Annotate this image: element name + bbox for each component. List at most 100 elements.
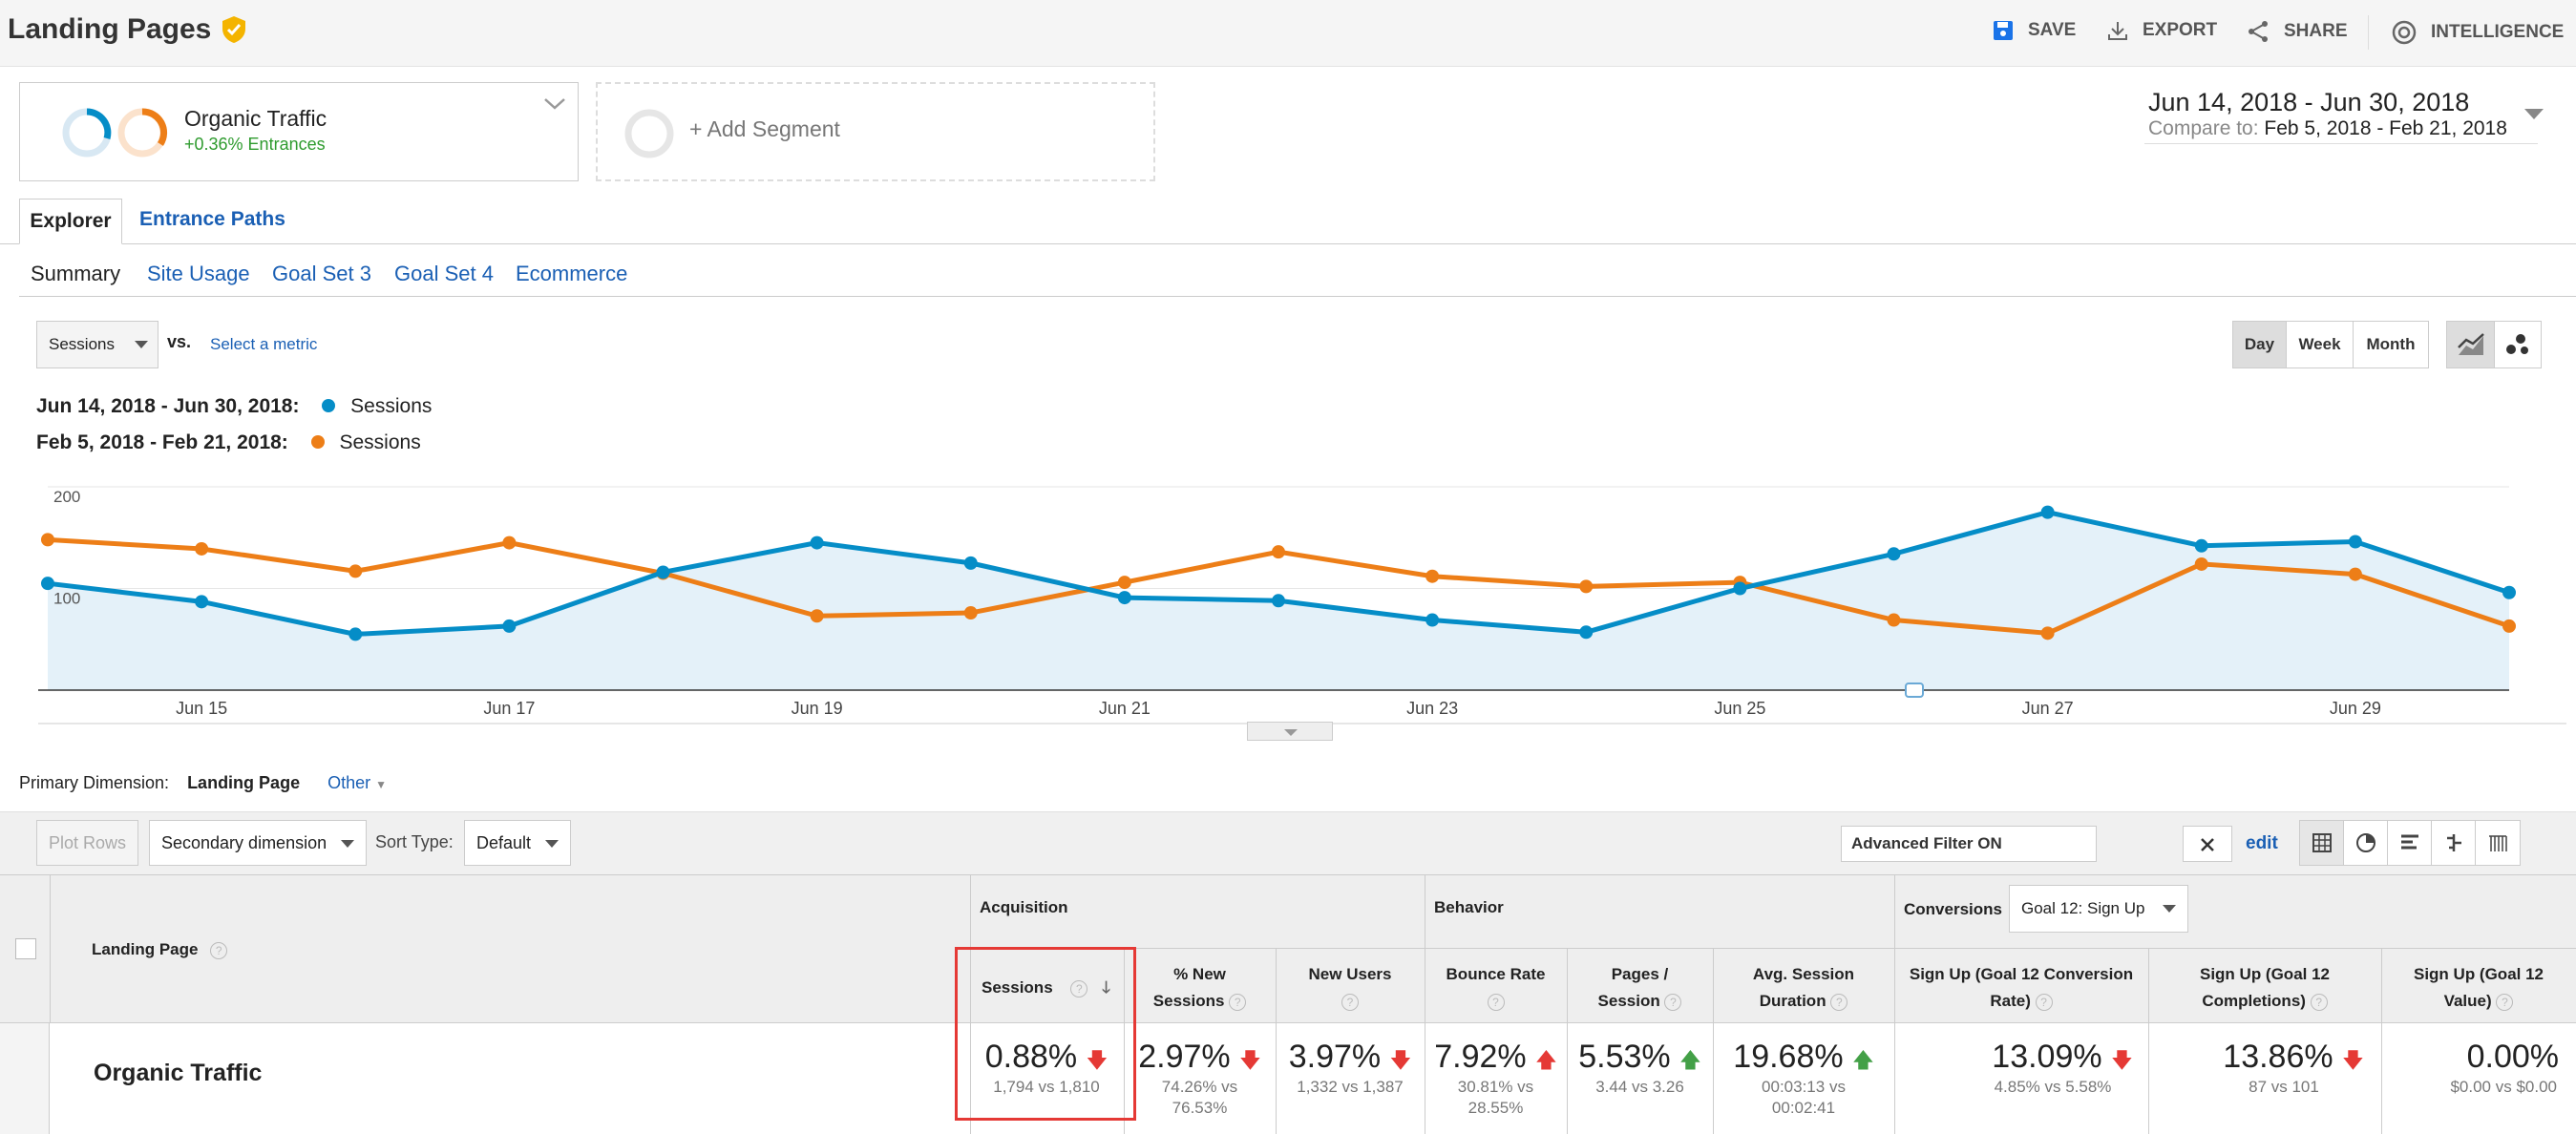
compare-range[interactable]: Compare to: Feb 5, 2018 - Feb 21, 2018 [2148,117,2507,140]
new-users-change: 3.97% 🡇 [1276,1039,1425,1081]
intelligence-icon [2391,19,2418,46]
down-arrow-icon: 🡇 [1239,1048,1261,1072]
pie-view-button[interactable] [2344,821,2388,865]
col-goal-value-label-1: Sign Up (Goal 12 [2413,965,2544,983]
subtab-goal-set-4[interactable]: Goal Set 4 [394,262,494,285]
add-segment-button[interactable]: + Add Segment [596,82,1155,181]
col-divider [1713,1023,1714,1134]
chart-resize-handle[interactable] [1247,722,1333,741]
help-icon[interactable]: ? [2496,993,2514,1011]
page-title-text: Landing Pages [8,13,212,45]
col-completions[interactable]: Sign Up (Goal 12 Completions) ? [2148,961,2381,1015]
plot-rows-button[interactable]: Plot Rows [36,820,139,866]
data-point-compare [41,533,54,547]
col-landing-page[interactable]: Landing Page ? [92,936,228,963]
line-chart-icon [2457,332,2485,357]
data-point-compare [963,606,978,620]
col-divider [1567,948,1568,1024]
subtab-ecommerce[interactable]: Ecommerce [516,262,628,285]
sort-type-value: Default [476,833,532,852]
col-new-sessions-label-2: Sessions [1152,992,1225,1010]
help-icon[interactable]: ? [1070,979,1088,998]
conversion-rate-change: 13.09% 🡇 [1976,1039,2148,1081]
data-point-compare [502,536,517,550]
conversion-rate-change-value: 13.09% [1992,1039,2102,1075]
secondary-dimension-select[interactable]: Secondary dimension [149,820,367,866]
bounce-rate-detail-1: 30.81% vs [1457,1078,1534,1096]
help-icon[interactable]: ? [1487,993,1505,1011]
data-point-compare [2348,567,2362,581]
avg-duration-change: 19.68% 🡅 [1713,1039,1894,1081]
segment-donut-blue-icon [60,106,114,159]
col-divider [1894,875,1895,1024]
col-pages-session[interactable]: Pages / Session ? [1567,961,1713,1015]
pages-session-detail: 3.44 vs 3.26 [1595,1078,1684,1096]
legend-current-metric: Sessions [350,395,433,417]
col-goal-value[interactable]: Sign Up (Goal 12 Value) ? [2381,961,2576,1015]
sort-type-select[interactable]: Default [464,820,571,866]
motion-chart-button[interactable] [2495,322,2541,368]
clear-filter-button[interactable] [2183,826,2232,862]
select-metric-link[interactable]: Select a metric [210,335,318,353]
secondary-dropdown-icon [341,840,354,848]
col-divider [1276,1023,1277,1134]
col-sessions[interactable]: Sessions ? 🡓 [970,975,1123,1001]
x-tick-label: Jun 29 [2330,699,2381,718]
chevron-down-icon[interactable] [543,96,566,112]
download-icon [2106,19,2129,42]
y-tick-label: 200 [53,488,80,506]
subtab-site-usage[interactable]: Site Usage [147,262,250,285]
new-sessions-detail-2: 76.53% [1172,1099,1228,1117]
month-button[interactable]: Month [2366,335,2416,353]
col-conversion-rate[interactable]: Sign Up (Goal 12 Conversion Rate) ? [1894,961,2148,1015]
col-new-users[interactable]: New Users ? [1276,961,1425,1015]
tab-explorer[interactable]: Explorer [19,199,122,244]
pivot-view-button[interactable] [2476,821,2520,865]
select-all-checkbox[interactable] [15,938,36,959]
week-button[interactable]: Week [2287,322,2354,368]
goal-select[interactable]: Goal 12: Sign Up [2009,885,2188,933]
dimension-other[interactable]: Other [327,773,371,792]
x-tick-label: Jun 19 [792,699,843,718]
sort-descending-icon[interactable]: 🡓 [1102,978,1110,997]
edit-filter-link[interactable]: edit [2246,833,2278,853]
help-icon[interactable]: ? [210,941,228,959]
subtab-summary[interactable]: Summary [31,262,121,285]
col-avg-session-duration[interactable]: Avg. Session Duration ? [1713,961,1894,1015]
data-point-compare [1117,576,1131,590]
segment-stat: +0.36% Entrances [184,135,326,154]
intelligence-button[interactable]: INTELLIGENCE [2391,19,2564,46]
save-button[interactable]: SAVE [1992,19,2076,42]
tab-entrance-paths[interactable]: Entrance Paths [139,208,285,230]
help-icon[interactable]: ? [2035,993,2053,1011]
col-new-sessions[interactable]: % New Sessions ? [1124,961,1276,1015]
bubble-chart-icon [2503,332,2532,357]
col-bounce-rate[interactable]: Bounce Rate ? [1425,961,1567,1015]
segment-card-organic-traffic[interactable]: Organic Traffic +0.36% Entrances [19,82,579,181]
comparison-view-button[interactable] [2432,821,2476,865]
legend-compare-dot [310,435,325,449]
subtab-goal-set-3[interactable]: Goal Set 3 [272,262,371,285]
table-view-button[interactable] [2300,821,2344,865]
date-range-picker[interactable]: Jun 14, 2018 - Jun 30, 2018 [2148,88,2470,116]
export-button[interactable]: EXPORT [2106,19,2217,42]
col-divider [1894,1023,1895,1134]
advanced-filter-input[interactable]: Advanced Filter ON [1841,826,2097,862]
performance-view-button[interactable] [2388,821,2432,865]
metric-select[interactable]: Sessions [36,321,158,368]
share-button[interactable]: SHARE [2246,19,2348,44]
help-icon[interactable]: ? [1830,993,1848,1011]
col-divider [1124,948,1125,1024]
help-icon[interactable]: ? [2310,993,2328,1011]
col-landing-page-label: Landing Page [92,940,199,958]
line-chart-button[interactable] [2447,322,2495,368]
date-dropdown-icon[interactable] [2524,109,2544,120]
col-divider [2148,1023,2149,1134]
help-icon[interactable]: ? [1229,993,1247,1011]
help-icon[interactable]: ? [1341,993,1359,1011]
day-button[interactable]: Day [2233,322,2287,368]
dimension-landing-page[interactable]: Landing Page [187,773,301,792]
col-new-users-label: New Users [1308,965,1392,983]
help-icon[interactable]: ? [1664,993,1682,1011]
bounce-rate-change-value: 7.92% [1434,1039,1527,1075]
